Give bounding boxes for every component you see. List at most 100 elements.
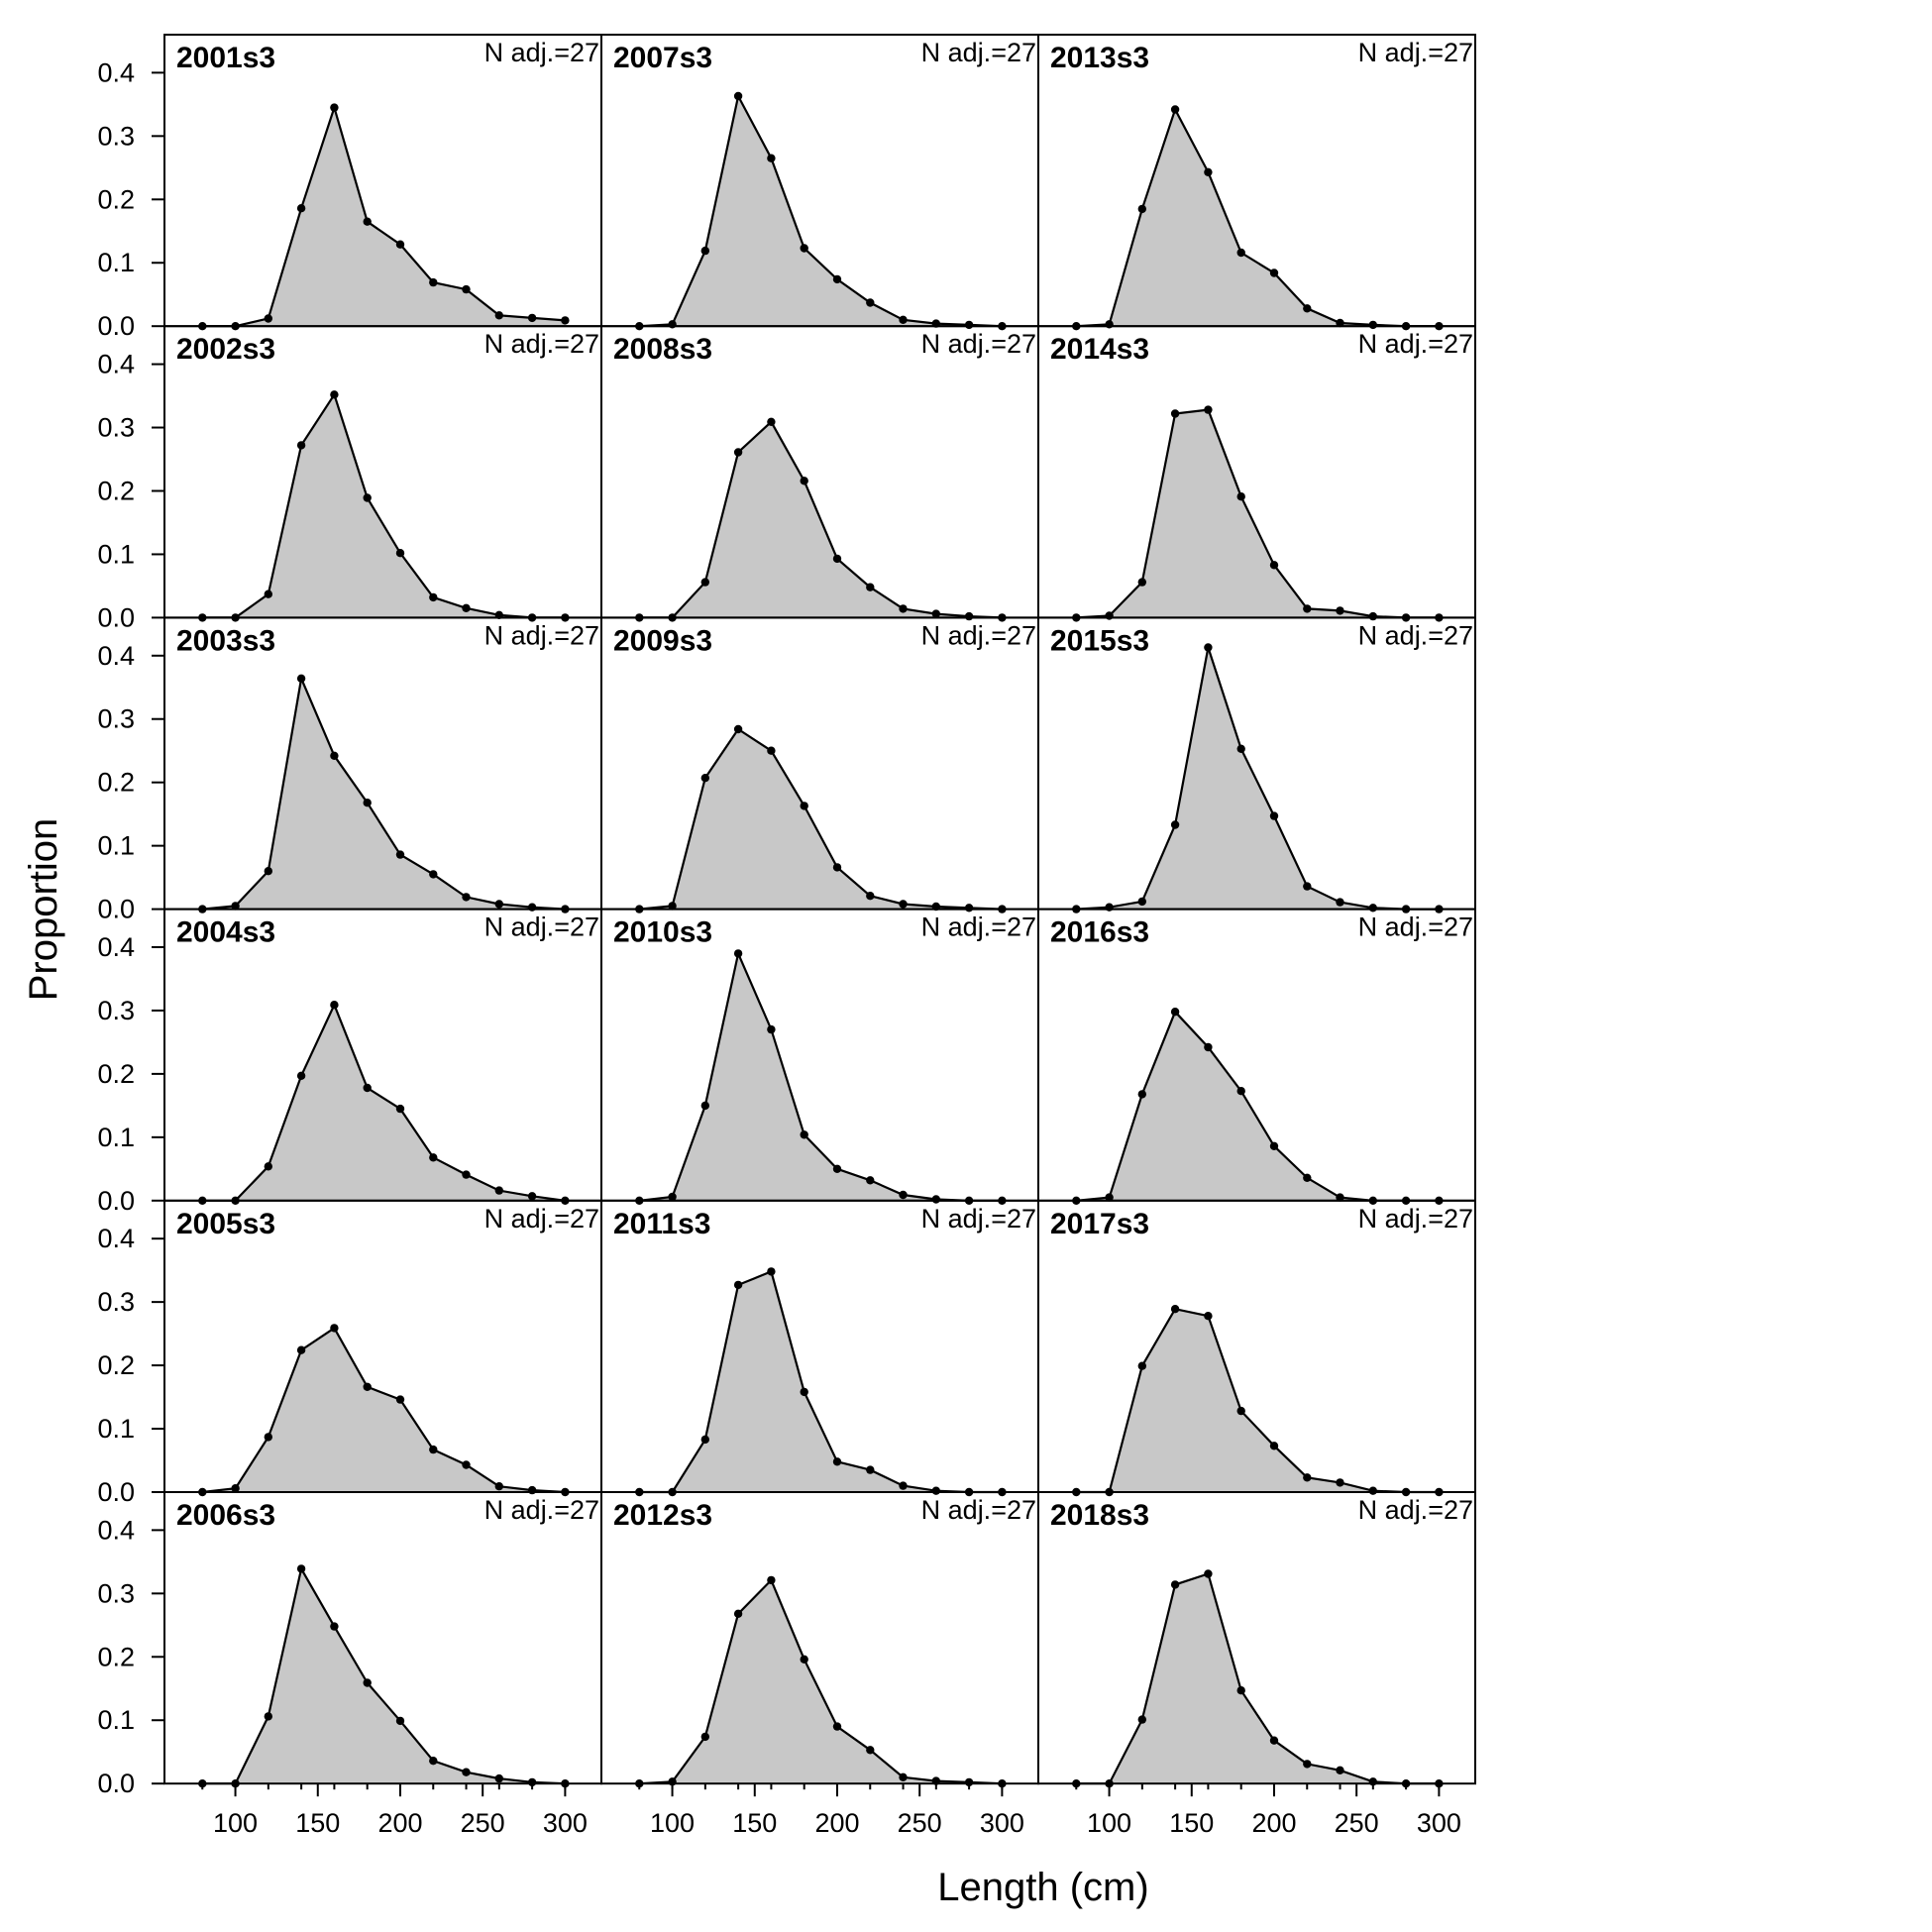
data-point [767,417,776,426]
data-point [1368,611,1378,621]
panel-2018s3: 2018s3 N adj.=27 [1037,1491,1476,1788]
x-tick-label: 150 [732,1808,777,1838]
y-tick-label: 0.4 [97,641,135,671]
area-fill [202,1328,566,1492]
series-line [639,420,1003,619]
data-point [1170,105,1180,114]
area-fill [1076,409,1440,618]
data-point [1236,1686,1245,1695]
data-point [1303,1760,1312,1769]
data-point [733,724,743,734]
data-point [767,1024,776,1034]
data-point [733,949,743,958]
panel-2003s3: 2003s3 N adj.=27 [163,616,602,913]
data-point [668,1192,677,1202]
data-point [964,611,974,621]
data-point [462,284,471,294]
data-point [800,1387,808,1397]
n-adj-label: N adj.=27 [921,1495,1036,1525]
data-point [363,1678,372,1687]
data-point [866,1746,875,1755]
y-tick-label: 0.4 [97,932,135,962]
x-axis-title: Length (cm) [937,1866,1148,1909]
data-point [1336,1766,1344,1775]
panel-title: 2013s3 [1050,42,1149,74]
panel-2001s3: 2001s3 N adj.=27 [163,34,602,331]
series-line [202,1565,566,1785]
data-point [733,448,743,457]
data-point [1170,1305,1180,1314]
data-point [899,1481,908,1490]
data-point [330,1324,339,1333]
panel-title: 2003s3 [176,624,275,657]
y-axis-row-3: 0.0 0.1 0.2 0.3 0.4 [97,641,164,924]
data-point [1269,1141,1279,1151]
n-adj-label: N adj.=27 [484,620,599,650]
panel-title: 2016s3 [1050,916,1149,949]
area-fill [1076,647,1440,910]
y-tick-label: 0.4 [97,57,135,87]
data-point [395,549,405,558]
n-adj-label: N adj.=27 [921,620,1036,650]
data-point [700,1101,709,1111]
data-point [1236,744,1245,753]
panel-2008s3: 2008s3 N adj.=27 [600,325,1039,622]
panel-title: 2014s3 [1050,333,1149,366]
data-point [296,204,306,213]
y-tick-label: 0.0 [97,602,135,632]
y-tick-label: 0.0 [97,311,135,341]
panel-2002s3: 2002s3 N adj.=27 [163,325,602,622]
data-point [1170,1580,1180,1589]
x-axis-col-3: 100 150 200 250 300 [1075,1783,1461,1838]
data-point [462,1170,471,1179]
y-tick-label: 0.2 [97,1350,135,1380]
area-fill [639,953,1003,1201]
data-point [1336,318,1344,328]
y-tick-label: 0.2 [97,1642,135,1671]
data-point [462,1768,471,1776]
n-adj-label: N adj.=27 [484,912,599,942]
data-point [1204,1042,1213,1052]
data-point [1170,409,1180,418]
x-tick-label: 250 [461,1808,505,1838]
data-point [264,314,272,323]
x-tick-label: 300 [980,1808,1024,1838]
y-tick-label: 0.2 [97,476,135,505]
data-point [866,298,875,307]
series-line [639,949,1003,1202]
y-tick-label: 0.1 [97,1123,135,1152]
area-fill [1076,1309,1440,1492]
data-point [931,1486,940,1495]
series-line [1076,647,1440,911]
data-point [1137,1361,1147,1370]
data-point [264,1162,272,1171]
data-point [899,604,908,613]
data-point [832,1164,842,1174]
panel-title: 2005s3 [176,1208,275,1240]
panel-2006s3: 2006s3 N adj.=27 [163,1491,602,1788]
data-point [1105,903,1114,912]
data-point [800,802,808,810]
data-point [767,1267,776,1276]
data-point [800,1655,808,1664]
data-point [330,390,339,399]
x-tick-label: 100 [1087,1808,1131,1838]
panel-2011s3: 2011s3 N adj.=27 [600,1199,1039,1497]
data-point [700,246,709,256]
data-point [800,244,808,253]
y-tick-label: 0.1 [97,1705,135,1735]
data-point [363,217,372,226]
x-tick-label: 250 [1335,1808,1379,1838]
panel-2017s3: 2017s3 N adj.=27 [1037,1199,1476,1497]
y-tick-label: 0.0 [97,895,135,924]
data-point [363,1382,372,1392]
data-point [264,1433,272,1442]
data-point [395,1395,405,1404]
y-tick-label: 0.1 [97,539,135,569]
data-point [733,91,743,101]
data-point [1269,811,1279,820]
panel-title: 2004s3 [176,916,275,949]
y-tick-label: 0.4 [97,350,135,379]
data-point [733,1609,743,1619]
y-tick-label: 0.1 [97,248,135,277]
